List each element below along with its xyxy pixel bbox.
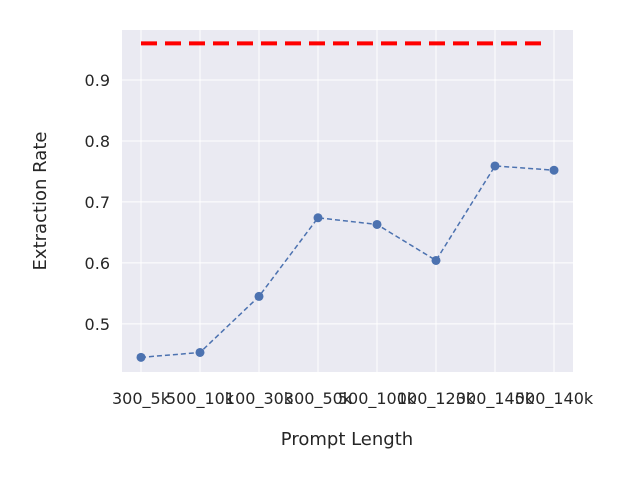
y-axis-label: Extraction Rate — [30, 132, 51, 271]
y-tick-label: 0.9 — [85, 71, 110, 90]
x-tick-label: 100_30k — [225, 389, 294, 409]
data-point — [431, 255, 441, 265]
y-tick-label: 0.7 — [85, 193, 110, 212]
x-tick-label: 300_5k — [112, 389, 171, 409]
data-point — [490, 161, 500, 171]
data-point — [254, 291, 264, 301]
x-tick-label: 500_100k — [338, 389, 417, 409]
x-axis-label: Prompt Length — [281, 429, 413, 450]
y-tick-label: 0.5 — [85, 315, 110, 334]
x-tick-label: 300_50k — [284, 389, 353, 409]
data-point — [136, 352, 146, 362]
data-point — [195, 347, 205, 357]
x-tick-label: 300_140k — [456, 389, 535, 409]
x-tick-label: 500_10k — [166, 389, 235, 409]
data-line — [140, 165, 555, 359]
y-tick-label: 0.8 — [85, 132, 110, 151]
data-point — [313, 213, 323, 223]
data-point — [372, 219, 382, 229]
plot-area — [122, 30, 573, 372]
x-tick-label: 100_120k — [397, 389, 476, 409]
y-tick-label: 0.6 — [85, 254, 110, 273]
x-tick-label: 500_140k — [515, 389, 594, 409]
data-point — [549, 165, 559, 175]
